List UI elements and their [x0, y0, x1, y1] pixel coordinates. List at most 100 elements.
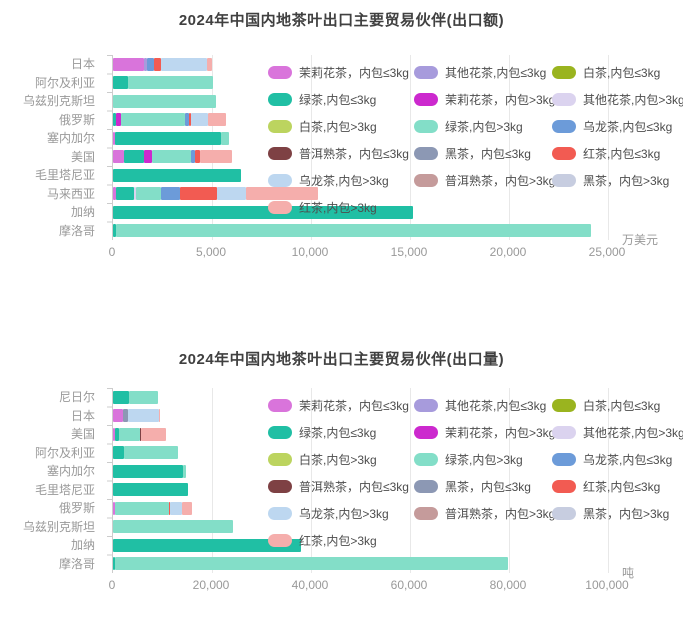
bar-segment[interactable]: [113, 187, 116, 201]
legend-item[interactable]: 乌龙茶,内包≤3kg: [552, 451, 682, 468]
bar-segment[interactable]: [113, 168, 241, 182]
bar-row: [113, 499, 608, 518]
bar-segment[interactable]: [113, 427, 115, 441]
bar-segment[interactable]: [146, 57, 154, 71]
bar-segment[interactable]: [115, 187, 134, 201]
legend-item[interactable]: 其他花茶,内包>3kg: [552, 424, 683, 441]
bar-segment[interactable]: [113, 538, 302, 552]
bar-segment[interactable]: [113, 501, 115, 515]
legend-item[interactable]: 其他花茶,内包>3kg: [552, 91, 683, 108]
bar-segment[interactable]: [115, 557, 508, 571]
bar-segment[interactable]: [123, 150, 144, 164]
bar-segment[interactable]: [246, 187, 318, 201]
legend-item[interactable]: 白茶,内包≤3kg: [552, 64, 682, 81]
legend-item[interactable]: 乌龙茶,内包>3kg: [268, 505, 414, 522]
legend-item[interactable]: 普洱熟茶，内包>3kg: [414, 172, 555, 189]
bar-segment[interactable]: [116, 113, 121, 127]
bar-segment[interactable]: [188, 113, 191, 127]
legend-item[interactable]: 绿茶,内包≤3kg: [268, 91, 414, 108]
bar-segment[interactable]: [135, 187, 161, 201]
bar-segment[interactable]: [133, 187, 136, 201]
legend-item[interactable]: 茉莉花茶，内包>3kg: [414, 424, 555, 441]
legend-item[interactable]: 红茶,内包>3kg: [268, 199, 414, 216]
bar-segment[interactable]: [113, 57, 144, 71]
legend-item[interactable]: 白茶,内包>3kg: [268, 451, 414, 468]
legend-item[interactable]: 乌龙茶,内包≤3kg: [552, 118, 682, 135]
bar-segment[interactable]: [140, 427, 141, 441]
bar-segment[interactable]: [113, 409, 123, 423]
bar-segment[interactable]: [114, 427, 120, 441]
bar-segment[interactable]: [128, 409, 159, 423]
bar-segment[interactable]: [160, 187, 180, 201]
legend-item[interactable]: 红茶,内包≤3kg: [552, 478, 682, 495]
bar-segment[interactable]: [113, 464, 183, 478]
bar-segment[interactable]: [113, 446, 124, 460]
bar-segment[interactable]: [114, 501, 169, 515]
legend-item[interactable]: 其他花茶,内包≤3kg: [414, 397, 552, 414]
bar-segment[interactable]: [122, 409, 129, 423]
legend-item[interactable]: 茉莉花茶，内包>3kg: [414, 91, 555, 108]
legend-item[interactable]: 普洱熟茶，内包≤3kg: [268, 478, 414, 495]
bar-segment[interactable]: [114, 131, 221, 145]
bar-segment[interactable]: [120, 113, 185, 127]
bar-segment[interactable]: [181, 501, 192, 515]
legend-item-label: 其他花茶,内包>3kg: [583, 426, 683, 440]
legend-item[interactable]: 普洱熟茶，内包>3kg: [414, 505, 555, 522]
legend-item[interactable]: 白茶,内包>3kg: [268, 118, 414, 135]
bar-segment[interactable]: [168, 501, 171, 515]
bar-segment[interactable]: [128, 390, 159, 404]
bar-segment[interactable]: [113, 205, 413, 219]
bar-segment[interactable]: [113, 390, 129, 404]
bar-row: [113, 462, 608, 481]
bar-segment[interactable]: [182, 464, 187, 478]
legend-item[interactable]: 其他花茶,内包≤3kg: [414, 64, 552, 81]
bar-segment[interactable]: [140, 427, 167, 441]
legend-item[interactable]: 黑茶，内包≤3kg: [414, 145, 552, 162]
bar-segment[interactable]: [160, 57, 208, 71]
bar-segment[interactable]: [184, 113, 189, 127]
bar-segment[interactable]: [153, 57, 161, 71]
bar-segment[interactable]: [191, 150, 195, 164]
bar-segment[interactable]: [113, 94, 216, 108]
bar-segment[interactable]: [151, 150, 192, 164]
legend-item[interactable]: 黑茶，内包≤3kg: [414, 478, 552, 495]
legend-item[interactable]: 绿茶,内包>3kg: [414, 118, 552, 135]
bar-segment[interactable]: [113, 131, 115, 145]
bar-segment[interactable]: [143, 57, 147, 71]
bar-segment[interactable]: [119, 427, 141, 441]
bar-segment[interactable]: [170, 501, 182, 515]
legend-item[interactable]: 茉莉花茶，内包≤3kg: [268, 64, 414, 81]
category-label: 阿尔及利亚: [34, 75, 95, 90]
legend-item[interactable]: 绿茶,内包≤3kg: [268, 424, 414, 441]
bar-segment[interactable]: [113, 150, 124, 164]
bar-segment[interactable]: [217, 187, 247, 201]
bar-segment[interactable]: [199, 150, 232, 164]
legend-item[interactable]: 白茶,内包≤3kg: [552, 397, 682, 414]
x-axis-tick-label: 5,000: [195, 245, 227, 259]
bar-segment[interactable]: [143, 150, 152, 164]
bar-segment[interactable]: [158, 409, 160, 423]
legend-item[interactable]: 乌龙茶,内包>3kg: [268, 172, 414, 189]
bar-segment[interactable]: [207, 57, 213, 71]
legend-item[interactable]: 黑茶，内包>3kg: [552, 505, 682, 522]
bar-segment[interactable]: [179, 187, 218, 201]
bar-segment[interactable]: [190, 113, 209, 127]
bar-segment[interactable]: [220, 131, 229, 145]
bar-segment[interactable]: [113, 113, 117, 127]
bar-segment[interactable]: [113, 224, 116, 238]
bar-segment[interactable]: [115, 224, 592, 238]
legend-item[interactable]: 红茶,内包>3kg: [268, 532, 414, 549]
bar-segment[interactable]: [208, 113, 226, 127]
bar-segment[interactable]: [113, 483, 189, 497]
legend-item[interactable]: 普洱熟茶，内包≤3kg: [268, 145, 414, 162]
bar-segment[interactable]: [123, 446, 178, 460]
bar-segment[interactable]: [113, 76, 128, 90]
legend-item[interactable]: 红茶,内包≤3kg: [552, 145, 682, 162]
legend-item[interactable]: 绿茶,内包>3kg: [414, 451, 552, 468]
bar-segment[interactable]: [113, 520, 233, 534]
bar-segment[interactable]: [127, 76, 213, 90]
bar-segment[interactable]: [113, 557, 116, 571]
bar-segment[interactable]: [194, 150, 200, 164]
legend-item[interactable]: 茉莉花茶，内包≤3kg: [268, 397, 414, 414]
legend-item[interactable]: 黑茶，内包>3kg: [552, 172, 682, 189]
